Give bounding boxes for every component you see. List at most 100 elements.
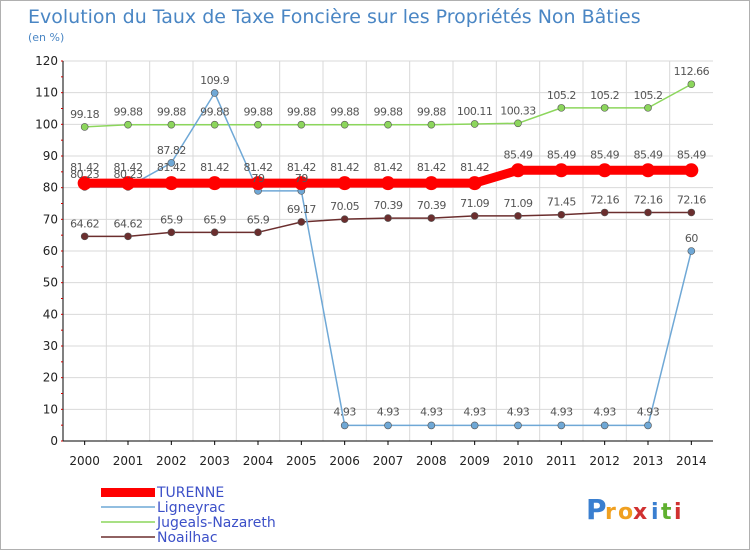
data-label: 100.11 bbox=[457, 105, 493, 118]
data-point bbox=[511, 163, 525, 178]
data-point bbox=[470, 421, 479, 430]
data-label: 99.88 bbox=[244, 106, 273, 119]
logo-letter: r bbox=[605, 500, 616, 525]
data-point bbox=[557, 210, 566, 219]
x-tick-label: 2000 bbox=[69, 454, 100, 468]
data-point bbox=[470, 120, 479, 128]
data-label: 65.9 bbox=[160, 213, 183, 226]
data-label: 72.16 bbox=[677, 193, 706, 206]
data-labels: 64.62 64.62 65.9 65.9 65.9 69.17 70.05 70.39 70.… bbox=[70, 65, 710, 418]
y-tick-label: 80 bbox=[43, 181, 58, 195]
data-point bbox=[297, 218, 306, 226]
data-label: 85.49 bbox=[677, 148, 706, 161]
data-point bbox=[77, 176, 92, 191]
data-point bbox=[644, 104, 652, 112]
data-label: 81.42 bbox=[374, 161, 403, 174]
data-label: 85.49 bbox=[634, 148, 663, 161]
data-label: 99.88 bbox=[157, 106, 186, 119]
logo-letter: i bbox=[651, 500, 659, 525]
data-label: 99.88 bbox=[374, 106, 403, 119]
logo-letter: P bbox=[586, 493, 607, 526]
data-label: 4.93 bbox=[333, 405, 356, 418]
data-point bbox=[684, 163, 699, 178]
data-point bbox=[80, 232, 89, 241]
x-tick-label: 2013 bbox=[633, 454, 664, 468]
data-label: 4.93 bbox=[593, 405, 616, 418]
data-label: 85.49 bbox=[590, 148, 619, 161]
data-point bbox=[687, 80, 696, 89]
data-point bbox=[514, 421, 522, 430]
legend-label: Noailhac bbox=[157, 530, 218, 546]
data-point bbox=[427, 214, 436, 222]
series bbox=[77, 80, 699, 430]
data-label: 81.42 bbox=[287, 161, 316, 174]
data-label: 72.16 bbox=[634, 193, 663, 206]
data-label: 70.39 bbox=[374, 199, 403, 212]
data-label: 99.88 bbox=[417, 106, 446, 119]
logo-letter: i bbox=[674, 500, 682, 525]
logo-letter: x bbox=[633, 500, 647, 525]
data-label: 80.23 bbox=[114, 168, 143, 181]
data-label: 99.88 bbox=[114, 106, 143, 119]
x-tick-label: 2004 bbox=[243, 454, 274, 468]
data-point bbox=[644, 421, 652, 430]
data-label: 64.62 bbox=[114, 217, 143, 230]
data-point bbox=[384, 214, 392, 222]
x-tick-label: 2008 bbox=[416, 454, 447, 468]
data-label: 81.42 bbox=[244, 161, 273, 174]
data-point bbox=[340, 120, 349, 129]
data-label: 4.93 bbox=[637, 405, 660, 418]
data-point bbox=[210, 120, 219, 129]
data-label: 85.49 bbox=[547, 148, 576, 161]
logo-letter: o bbox=[618, 500, 633, 525]
data-point bbox=[210, 89, 219, 97]
data-point bbox=[384, 120, 392, 129]
data-point bbox=[687, 247, 696, 255]
x-tick-label: 2001 bbox=[113, 454, 144, 468]
y-tick-label: 110 bbox=[35, 86, 58, 100]
data-label: 109.9 bbox=[200, 74, 229, 87]
y-tick-label: 10 bbox=[43, 402, 58, 416]
x-tick-label: 2011 bbox=[546, 454, 577, 468]
data-label: 70.05 bbox=[330, 200, 359, 213]
y-tick-label: 50 bbox=[43, 276, 58, 290]
data-point bbox=[427, 120, 436, 129]
y-tick-label: 20 bbox=[43, 371, 58, 385]
data-label: 79 bbox=[295, 172, 308, 185]
data-label: 4.93 bbox=[377, 405, 400, 418]
data-point bbox=[467, 176, 482, 191]
data-label: 105.2 bbox=[547, 89, 576, 102]
data-label: 81.42 bbox=[114, 161, 143, 174]
y-tick-label: 60 bbox=[43, 244, 58, 258]
data-point bbox=[210, 228, 219, 237]
data-point bbox=[687, 208, 696, 217]
data-label: 105.2 bbox=[634, 89, 663, 102]
data-point bbox=[557, 421, 566, 430]
data-label: 81.42 bbox=[157, 161, 186, 174]
data-point bbox=[167, 228, 176, 237]
data-label: 71.45 bbox=[547, 196, 576, 209]
data-label: 71.09 bbox=[504, 197, 533, 210]
data-label: 69.17 bbox=[287, 203, 316, 216]
logo-letter: t bbox=[661, 500, 672, 525]
data-label: 81.42 bbox=[70, 161, 99, 174]
data-label: 99.88 bbox=[200, 106, 229, 119]
legend-label: Jugeals-Nazareth bbox=[156, 515, 276, 531]
data-label: 81.42 bbox=[460, 161, 489, 174]
data-point bbox=[597, 163, 612, 178]
axes: 0 10 20 30 40 50 60 70 80 90 100 110 120 2000 2001 2002… bbox=[35, 54, 713, 468]
data-label: 79 bbox=[252, 172, 265, 185]
data-label: 71.09 bbox=[460, 197, 489, 210]
legend-label: Ligneyrac bbox=[157, 500, 225, 516]
legend-swatch-turenne bbox=[101, 488, 155, 497]
data-point bbox=[600, 421, 609, 430]
data-point bbox=[514, 119, 522, 128]
data-point bbox=[557, 104, 566, 112]
data-label: 85.49 bbox=[504, 148, 533, 161]
data-point bbox=[470, 212, 479, 220]
data-label: 4.93 bbox=[507, 405, 530, 418]
data-label: 99.18 bbox=[70, 108, 99, 121]
